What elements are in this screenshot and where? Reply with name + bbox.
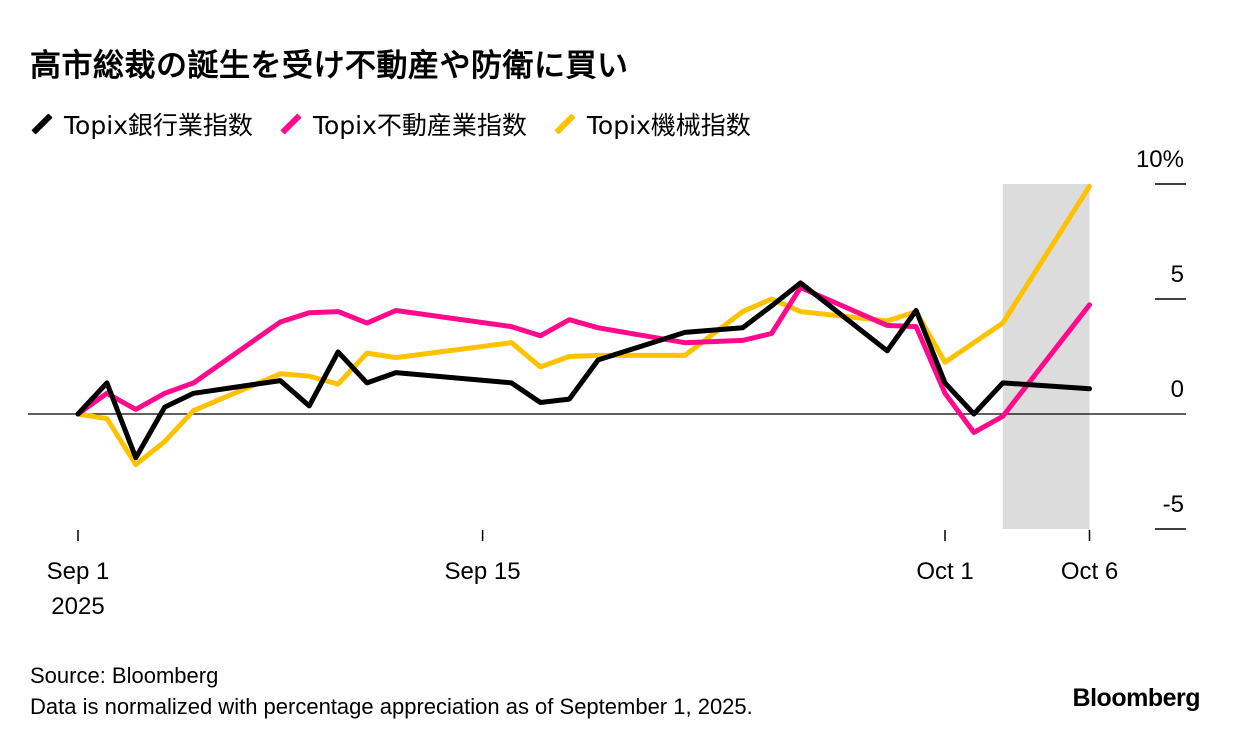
x-tick-label: Oct 1 (916, 558, 973, 585)
x-tick-sublabel: 2025 (51, 593, 104, 620)
y-tick-label: -5 (1163, 491, 1184, 518)
series-line-banks (75, 280, 1092, 461)
legend-label-banks: Topix銀行業指数 (64, 111, 253, 140)
y-tick-label: 0 (1171, 376, 1184, 403)
note-text: Data is normalized with percentage appre… (30, 694, 753, 719)
x-tick-label: Sep 15 (445, 558, 521, 585)
legend-item-banks: Topix銀行業指数 (30, 106, 253, 142)
series-line-realestate (75, 285, 1092, 435)
legend-label-realestate: Topix不動産業指数 (312, 111, 527, 140)
legend: Topix銀行業指数 Topix不動産業指数 Topix機械指数 (30, 106, 751, 142)
y-tick-label: 10% (1136, 146, 1184, 173)
legend-label-machinery: Topix機械指数 (586, 111, 751, 140)
legend-item-machinery: Topix機械指数 (553, 106, 751, 142)
legend-item-realestate: Topix不動産業指数 (279, 106, 527, 142)
chart-title: 高市総裁の誕生を受け不動産や防衛に買い (30, 48, 629, 84)
bloomberg-logo: Bloomberg (1072, 684, 1201, 712)
source-text: Source: Bloomberg (30, 663, 219, 688)
x-tick-label: Oct 6 (1061, 558, 1118, 585)
source-notes: Source: Bloomberg Data is normalized wit… (30, 660, 753, 722)
x-tick-label: Sep 1 (47, 558, 110, 585)
y-tick-label: 5 (1171, 261, 1184, 288)
